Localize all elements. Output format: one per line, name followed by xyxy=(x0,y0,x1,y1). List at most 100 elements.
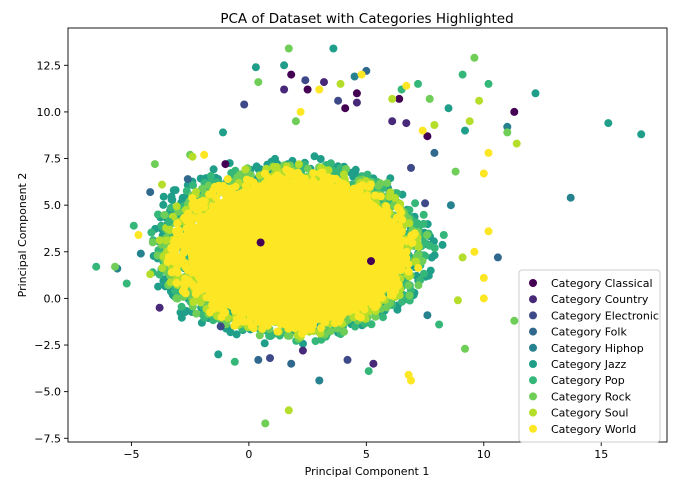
y-axis: −7.5 −5.0 −2.5 0.0 2.5 5.0 7.5 10.0 12.5 xyxy=(34,59,68,445)
series-category-pop xyxy=(92,70,493,376)
legend-marker xyxy=(529,327,537,336)
data-point xyxy=(261,419,270,428)
data-point xyxy=(637,130,646,139)
data-point xyxy=(453,296,462,305)
data-point xyxy=(287,70,296,79)
series-category-jazz xyxy=(214,44,646,359)
chart-title: PCA of Dataset with Categories Highlight… xyxy=(220,11,513,27)
series-category-country xyxy=(155,78,411,368)
data-point xyxy=(531,89,540,98)
series-category-classical xyxy=(221,70,519,266)
data-point xyxy=(240,100,249,109)
data-point xyxy=(343,355,352,364)
data-point xyxy=(493,253,502,262)
data-point xyxy=(315,85,324,94)
data-point xyxy=(266,354,274,363)
data-point xyxy=(503,122,512,131)
dense-point-cloud xyxy=(147,152,447,348)
legend-label: Category Jazz xyxy=(551,358,627,371)
data-point xyxy=(254,355,263,364)
y-tick-label: −2.5 xyxy=(34,339,61,352)
data-point xyxy=(458,253,467,262)
data-point xyxy=(388,117,397,126)
plot-area xyxy=(92,44,646,428)
series-category-electronic xyxy=(216,76,430,364)
legend-box xyxy=(518,269,661,443)
data-point xyxy=(470,53,479,62)
data-point xyxy=(129,221,138,230)
legend-marker xyxy=(529,360,537,368)
data-point xyxy=(92,262,101,271)
data-point xyxy=(479,273,488,282)
x-tick-label: 15 xyxy=(594,448,608,461)
legend-label: Category Pop xyxy=(551,374,625,387)
plot-frame xyxy=(67,27,668,443)
data-point xyxy=(425,94,434,103)
legend-marker xyxy=(529,311,537,320)
legend-marker xyxy=(529,408,537,417)
data-point xyxy=(404,370,413,379)
data-point xyxy=(350,72,359,81)
data-point xyxy=(296,107,305,116)
data-point xyxy=(512,139,521,148)
legend-label: Category Hiphop xyxy=(551,342,644,355)
data-point xyxy=(165,217,173,226)
data-point xyxy=(334,96,343,105)
data-point xyxy=(402,119,411,128)
data-point xyxy=(256,238,265,247)
data-point xyxy=(484,79,493,88)
data-point xyxy=(604,119,613,128)
legend-label: Category World xyxy=(551,423,636,436)
data-point xyxy=(214,350,223,359)
legend-label: Category Classical xyxy=(551,277,653,290)
data-point xyxy=(183,175,192,184)
data-point xyxy=(484,227,493,236)
data-point xyxy=(423,132,432,141)
y-axis-label: Principal Component 2 xyxy=(16,173,29,298)
data-point xyxy=(414,79,422,88)
data-point xyxy=(418,126,427,135)
x-tick-label: 0 xyxy=(245,448,252,461)
data-point xyxy=(221,160,230,169)
legend-marker xyxy=(529,343,537,352)
data-point xyxy=(510,316,519,325)
y-tick-label: 0.0 xyxy=(44,292,62,305)
data-point xyxy=(479,294,488,303)
data-point xyxy=(435,320,444,329)
data-point xyxy=(430,148,439,157)
data-point xyxy=(188,152,197,161)
data-point xyxy=(369,359,378,368)
data-point xyxy=(223,175,232,184)
x-tick-label: −5 xyxy=(123,448,139,461)
y-tick-label: 5.0 xyxy=(44,199,62,212)
legend-marker xyxy=(529,376,537,385)
data-point xyxy=(341,104,350,113)
data-point xyxy=(254,78,263,87)
data-point xyxy=(458,70,467,79)
data-point xyxy=(451,167,460,176)
data-point xyxy=(503,128,512,137)
data-point xyxy=(134,231,143,239)
data-point xyxy=(303,85,312,94)
series-category-hiphop xyxy=(113,72,575,385)
y-tick-label: 7.5 xyxy=(44,153,62,166)
data-point xyxy=(439,231,448,239)
legend-marker xyxy=(529,424,537,433)
series-category-world xyxy=(134,70,493,385)
data-point xyxy=(111,262,119,271)
data-point xyxy=(136,249,145,258)
data-point xyxy=(395,94,404,103)
legend-marker xyxy=(529,279,537,287)
data-point xyxy=(280,85,289,94)
y-tick-label: 12.5 xyxy=(37,59,62,72)
data-point xyxy=(461,126,469,135)
data-point xyxy=(200,150,209,159)
data-point xyxy=(423,311,432,320)
data-point xyxy=(430,121,439,129)
x-tick-label: 10 xyxy=(477,448,491,461)
data-point xyxy=(566,193,575,202)
data-point xyxy=(465,117,474,126)
data-point xyxy=(510,107,519,116)
